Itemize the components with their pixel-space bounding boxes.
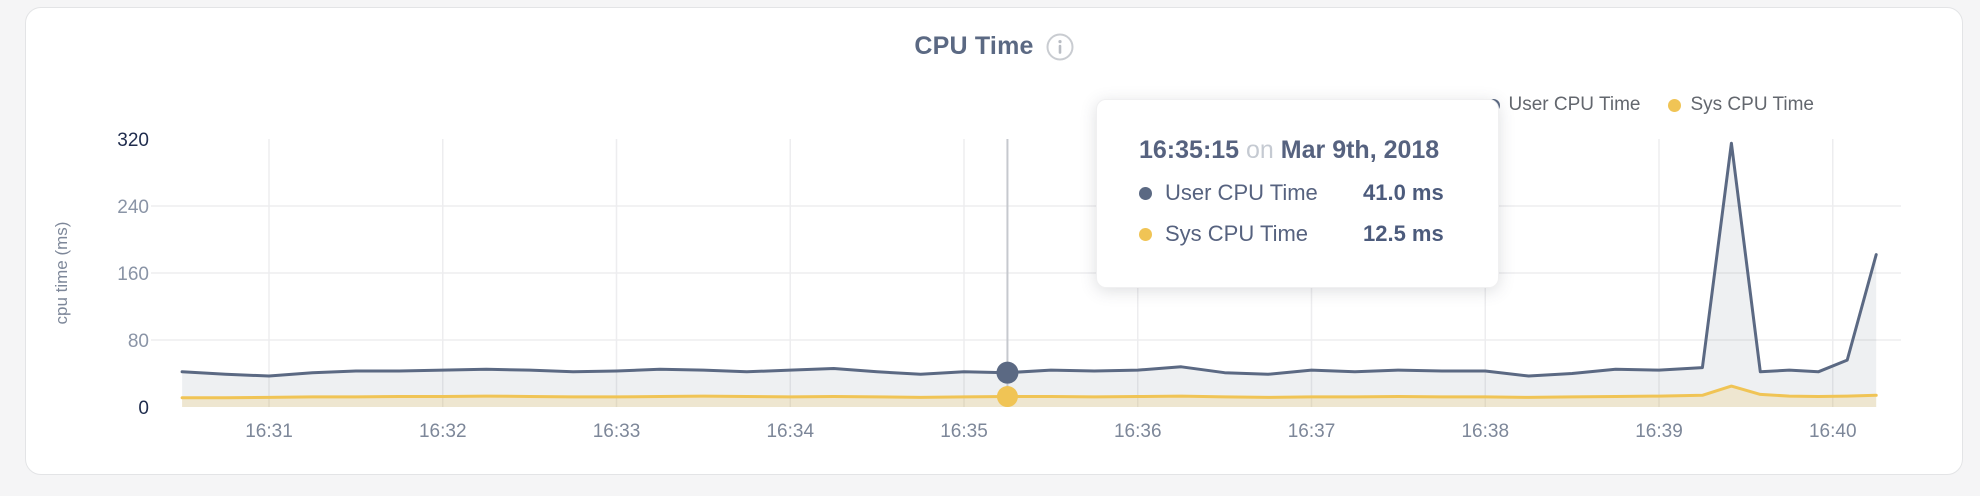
tooltip-time: 16:35:15: [1139, 136, 1240, 164]
info-icon[interactable]: [1046, 33, 1074, 61]
chart-tooltip: 16:35:15 on Mar 9th, 2018 User CPU Time …: [1096, 99, 1499, 288]
legend-item-sys-cpu-time[interactable]: Sys CPU Time: [1668, 94, 1814, 116]
tooltip-row-user: User CPU Time 41.0 ms: [1139, 180, 1468, 206]
legend-dot-sys: [1668, 98, 1682, 112]
user-cpu-line: [180, 141, 1878, 378]
chart-plot-area[interactable]: 0 80 160 240 320 16:31 16:32 16:33 16:34 16:35 16:…: [26, 8, 1964, 476]
chart-legend: User CPU Time Sys CPU Time: [1486, 94, 1814, 116]
x-tick-16:40: 16:40: [1809, 421, 1857, 442]
hover-dot-sys[interactable]: [996, 386, 1018, 408]
y-tick-240: 240: [117, 197, 149, 218]
sys-cpu-line: [180, 384, 1878, 400]
user-cpu-area: [182, 143, 1877, 407]
tooltip-date: Mar 9th, 2018: [1280, 136, 1440, 164]
y-tick-80: 80: [128, 331, 149, 352]
tooltip-label-sys: Sys CPU Time: [1165, 221, 1309, 246]
legend-item-user-cpu-time[interactable]: User CPU Time: [1486, 94, 1641, 116]
tooltip-conjunction: on: [1246, 136, 1274, 164]
card-header: CPU Time: [26, 32, 1962, 61]
x-tick-16:35: 16:35: [940, 421, 988, 442]
hover-dot-user[interactable]: [996, 361, 1019, 384]
tooltip-dot-sys: [1139, 227, 1152, 241]
x-tick-16:36: 16:36: [1114, 421, 1162, 442]
tooltip-label-user: User CPU Time: [1165, 180, 1318, 205]
x-tick-16:37: 16:37: [1288, 421, 1336, 442]
x-tick-16:39: 16:39: [1635, 421, 1683, 442]
legend-label-user: User CPU Time: [1508, 94, 1641, 115]
tooltip-value-sys: 12.5 ms: [1363, 221, 1444, 246]
tooltip-title: 16:35:15 on Mar 9th, 2018: [1139, 136, 1468, 165]
legend-label-sys: Sys CPU Time: [1690, 94, 1814, 115]
x-tick-16:38: 16:38: [1461, 421, 1509, 442]
y-tick-320: 320: [117, 130, 149, 151]
tooltip-dot-user: [1139, 186, 1152, 200]
x-tick-16:31: 16:31: [245, 421, 293, 442]
x-tick-16:33: 16:33: [593, 421, 641, 442]
x-tick-16:32: 16:32: [419, 421, 467, 442]
tooltip-value-user: 41.0 ms: [1363, 180, 1444, 205]
y-tick-160: 160: [117, 264, 149, 285]
cpu-time-card: 0 80 160 240 320 16:31 16:32 16:33 16:34 16:35 16:…: [25, 7, 1963, 475]
chart-title: CPU Time: [914, 32, 1034, 60]
y-tick-0: 0: [138, 398, 149, 419]
y-axis-label: cpu time (ms): [52, 222, 71, 325]
tooltip-row-sys: Sys CPU Time 12.5 ms: [1139, 221, 1468, 247]
x-tick-16:34: 16:34: [766, 421, 814, 442]
